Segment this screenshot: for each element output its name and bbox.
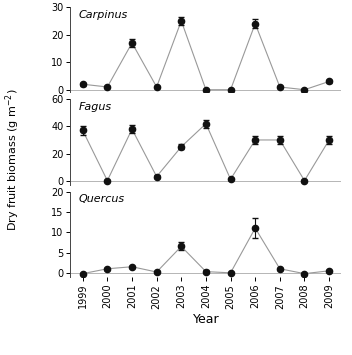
Text: Carpinus: Carpinus	[78, 10, 128, 20]
X-axis label: Year: Year	[193, 313, 219, 326]
Text: Dry fruit biomass (g m$^{-2}$): Dry fruit biomass (g m$^{-2}$)	[4, 88, 22, 231]
Text: Quercus: Quercus	[78, 194, 125, 204]
Text: Fagus: Fagus	[78, 102, 112, 112]
